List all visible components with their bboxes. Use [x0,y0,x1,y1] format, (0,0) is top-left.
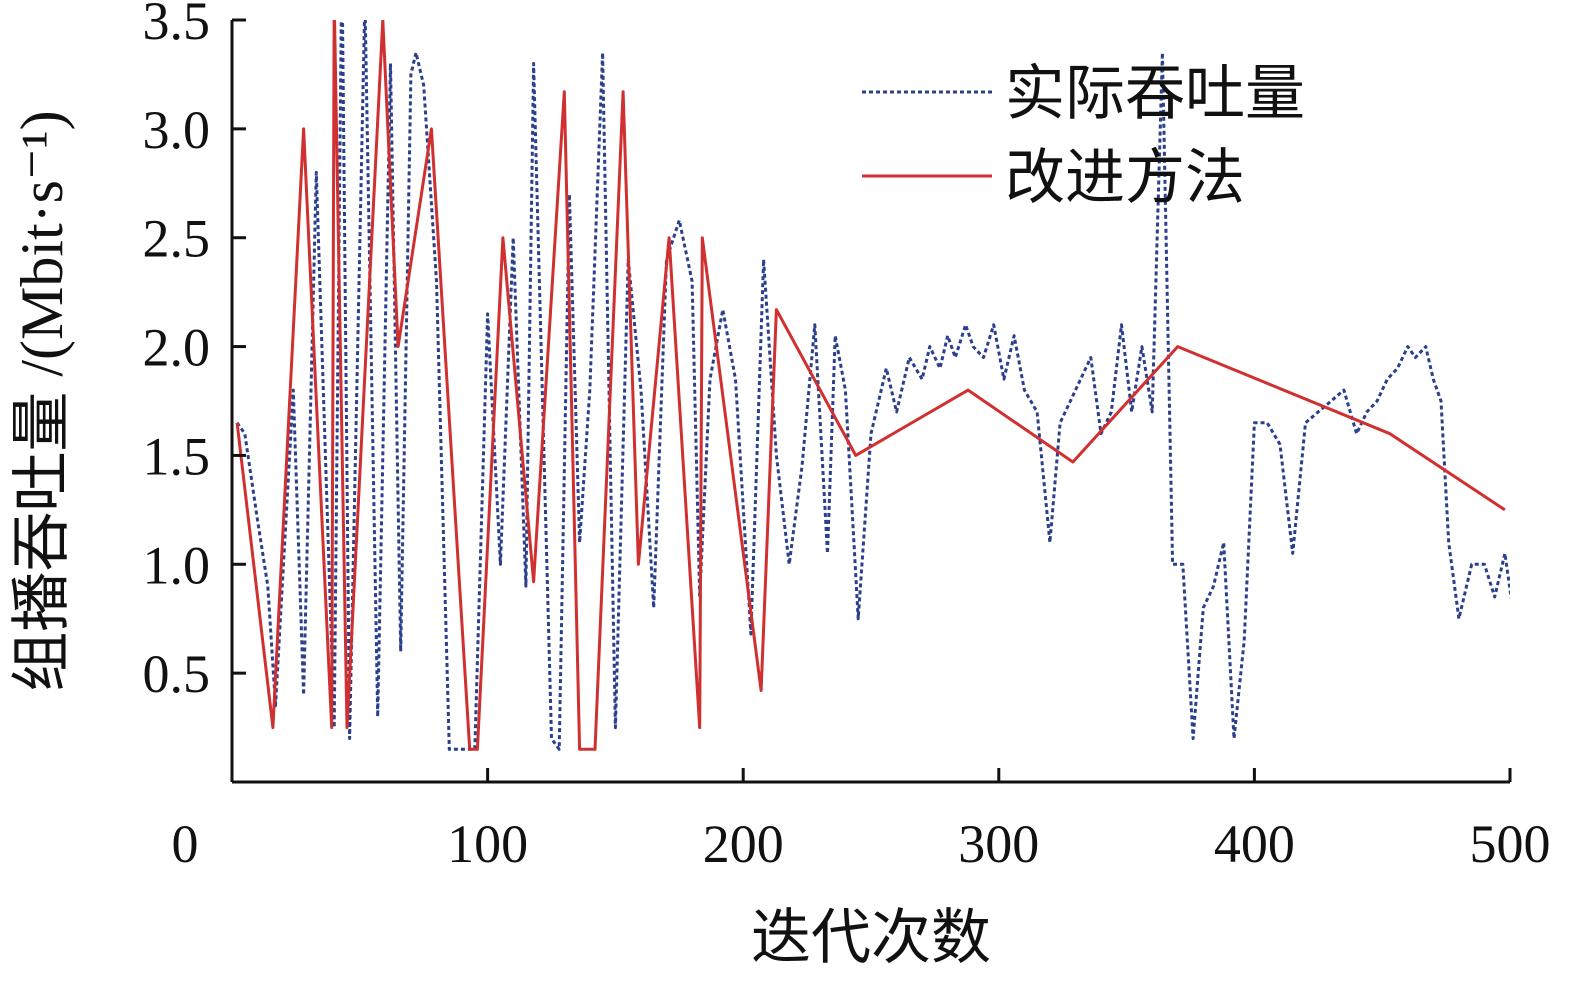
series-line-actual-throughput [235,20,1510,751]
legend-label-improved-method: 改进方法 [1005,145,1245,211]
y-tick-label: 0.5 [143,644,211,704]
y-tick-label: 2.5 [143,209,211,269]
y-tick-label: 3.5 [143,0,211,51]
x-tick-label: 200 [703,814,784,874]
y-tick-label: 1.0 [143,535,211,595]
x-tick-label: 400 [1214,814,1295,874]
x-tick-label: 500 [1470,814,1551,874]
legend: 实际吞吐量 改进方法 [862,61,1305,211]
legend-label-actual-throughput: 实际吞吐量 [1005,61,1305,127]
series-line-improved-method [235,20,1506,751]
y-tick-label: 3.0 [143,100,211,160]
x-ticks: 0 100 200 300 400 500 [172,768,1551,874]
y-tick-label: 1.5 [143,426,211,486]
x-tick-label: 100 [447,814,528,874]
y-axis-label: 组播吞吐量 /(Mbit·s⁻¹) [9,110,75,691]
axes [230,20,1510,784]
series-layer [235,20,1510,751]
x-tick-label: 0 [172,814,199,874]
x-axis-label: 迭代次数 [751,905,991,971]
y-tick-label: 2.0 [143,318,211,378]
y-ticks: 0.5 1.0 1.5 2.0 2.5 3.0 3.5 [143,0,246,704]
x-tick-label: 300 [958,814,1039,874]
